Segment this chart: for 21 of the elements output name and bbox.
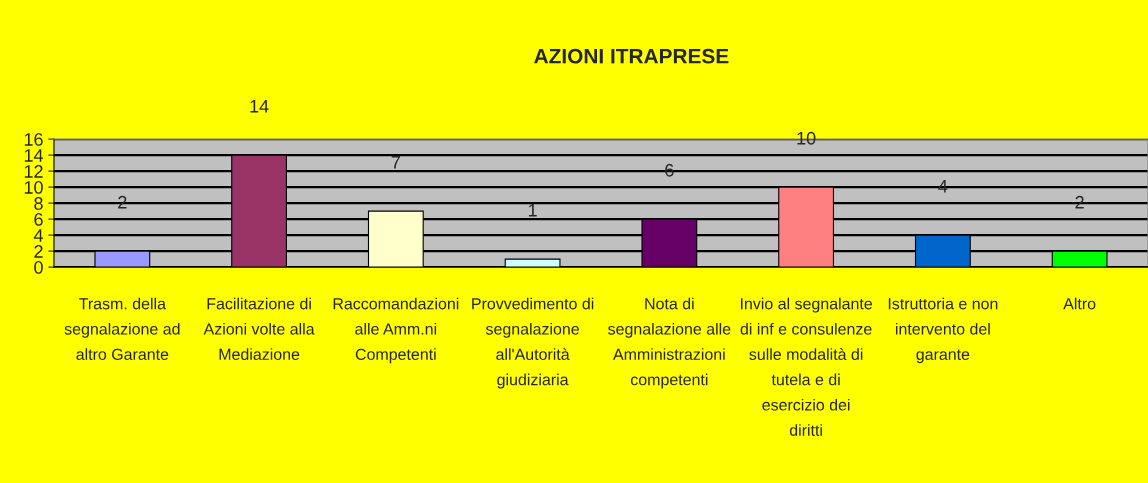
y-tick-label: 14	[24, 149, 44, 162]
x-tick-label: Provvedimento di segnalazione all'Autorità giudiziaria	[472, 297, 594, 389]
y-tick-label: 12	[24, 165, 43, 178]
x-tick-label: Altro	[1063, 297, 1096, 310]
y-tick-label: 16	[24, 133, 43, 146]
chart-title: AZIONI ITRAPRESE	[534, 48, 729, 64]
y-tick-label: 6	[34, 213, 43, 226]
data-label: 14	[250, 100, 269, 113]
data-label: 1	[528, 204, 537, 217]
y-tick-label: 4	[33, 229, 44, 242]
x-tick-label: Istruttoria e non intervento del garante	[888, 297, 998, 364]
x-tick-label: Trasm. della segnalazione ad altro Garante	[64, 297, 180, 360]
y-tick-label: 10	[24, 181, 43, 194]
y-tick-label: 0	[34, 261, 43, 274]
y-tick-label: 2	[34, 245, 43, 258]
x-tick-label: Raccomandazioni alle Amm.ni Competenti	[333, 297, 459, 364]
y-tick-label: 8	[34, 197, 43, 210]
data-label: 7	[391, 156, 400, 169]
x-tick-label: Nota di segnalazione alle Amministrazioni competenti	[608, 297, 731, 389]
x-tick-label: Facilitazione di Azioni volte alla Mediazione	[203, 297, 315, 360]
x-tick-label: Invio al segnalante di inf e consulenze sulle modalità di tutela e di esercizio dei diritti	[740, 297, 873, 436]
